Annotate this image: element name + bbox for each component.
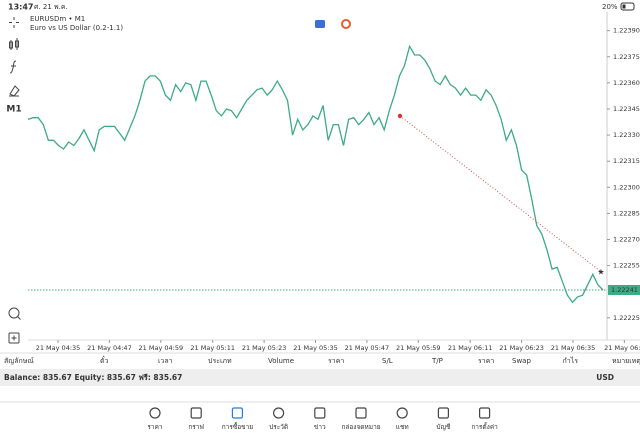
new-order-plus <box>11 335 17 341</box>
new-order-tool[interactable] <box>8 332 20 344</box>
x-tick-label: 21 May 04:47 <box>87 344 132 352</box>
one-click-icon[interactable] <box>315 20 325 28</box>
tab-icon[interactable] <box>231 407 243 419</box>
tab-icon[interactable] <box>314 407 326 419</box>
y-tick-label: 1.22390 <box>613 27 640 35</box>
column-header: S/L <box>382 357 393 365</box>
tab-label[interactable]: การตั้งค่า <box>471 422 498 431</box>
column-header: สัญลักษณ์ <box>4 357 34 365</box>
column-header: Volume <box>268 357 294 365</box>
chart-type-tool[interactable] <box>9 38 19 50</box>
zoom-handle <box>17 316 21 320</box>
x-tick-label: 21 May 05:35 <box>293 344 338 352</box>
y-tick-label: 1.22285 <box>613 209 640 217</box>
tab-label[interactable]: การซื้อขาย <box>222 422 253 431</box>
y-tick-label: 1.22315 <box>613 157 640 165</box>
plot: 1.22390 1.22375 1.22360 1.22345 1.22330 1.223… <box>27 27 640 352</box>
column-header: Swap <box>512 357 531 365</box>
column-header: ราคา <box>478 357 494 365</box>
x-tick-label: 21 May 06:35 <box>551 344 596 352</box>
tab-label[interactable]: กล่องจดหมาย <box>341 423 380 431</box>
timeframe-button[interactable]: M1 <box>6 105 21 115</box>
x-tick-label: 21 May 04:59 <box>139 344 184 352</box>
x-tick-label: 21 May 05:59 <box>396 344 441 352</box>
x-tick-label: 21 May 05:11 <box>190 344 235 352</box>
trade-line <box>399 115 601 272</box>
status-date: ศ. 21 พ.ค. <box>34 3 68 11</box>
tab-icon[interactable] <box>273 407 285 419</box>
y-tick-label: 1.22375 <box>613 53 640 61</box>
trade-close-marker: ★ <box>597 267 604 276</box>
column-header: กำไร <box>563 356 579 365</box>
tab-icon[interactable] <box>149 407 161 419</box>
tab-label[interactable]: กราฟ <box>188 423 204 431</box>
summary-row <box>0 369 640 386</box>
y-tick-label: 1.22225 <box>613 314 640 322</box>
bid-label: 1.22241 <box>611 286 638 294</box>
tab-icon[interactable] <box>355 407 367 419</box>
y-tick-label: 1.22330 <box>613 131 640 139</box>
currency: USD <box>596 373 614 382</box>
y-tick-label: 1.22300 <box>613 183 640 191</box>
x-tick-label: 21 May 06:4 <box>604 344 640 352</box>
status-time: 13:47 <box>8 3 33 12</box>
y-tick-label: 1.22345 <box>613 105 640 113</box>
indicator-tool[interactable] <box>9 60 17 74</box>
toolbar[interactable] <box>8 17 21 344</box>
x-tick-label: 21 May 05:47 <box>345 344 390 352</box>
tab-label[interactable]: ข่าว <box>314 423 326 431</box>
trade-open-marker <box>397 113 403 119</box>
y-tick-label: 1.22255 <box>613 262 640 270</box>
tab-label[interactable]: ประวัติ <box>269 423 288 431</box>
column-header: ตั๋ว <box>100 356 109 365</box>
status-battery: 20% <box>602 3 618 11</box>
tab-label[interactable]: ราคา <box>147 423 162 431</box>
bid-label-box <box>608 284 640 295</box>
crosshair-tool[interactable] <box>9 17 19 28</box>
tab-bar: ราคา กราฟ การซื้อขาย ประวัติ ข่าว กล่องจดหมาย… <box>147 407 498 431</box>
column-header: ราคา <box>328 357 344 365</box>
x-tick-label: 21 May 05:23 <box>242 344 287 352</box>
price-line-series <box>27 44 604 304</box>
tab-icon[interactable] <box>479 407 491 419</box>
signal-icon[interactable] <box>341 19 351 29</box>
tab-label[interactable]: แชท <box>396 423 409 431</box>
chart-subtitle: Euro vs US Dollar (0.2-1.1) <box>30 24 123 32</box>
tab-icon[interactable] <box>396 407 408 419</box>
tab-icon[interactable] <box>437 407 449 419</box>
tab-label[interactable]: บัญชี <box>436 423 451 431</box>
zoom-tool[interactable] <box>8 307 20 319</box>
account-summary: Balance: 835.67 Equity: 835.67 ฟรี: 835.… <box>4 373 182 382</box>
table-header: สัญลักษณ์ ตั๋ว เวลา ประเภท Volume ราคา S/L T/P ร… <box>4 356 640 365</box>
x-tick-label: 21 May 06:23 <box>499 344 544 352</box>
battery-icon <box>620 2 635 11</box>
x-tick-label: 21 May 06:11 <box>448 344 493 352</box>
object-tool[interactable] <box>9 85 20 97</box>
chart-title: EURUSDm • M1 <box>30 15 85 23</box>
x-tick-label: 21 May 04:35 <box>36 344 81 352</box>
battery-level <box>622 4 626 9</box>
y-tick-label: 1.22270 <box>613 236 640 244</box>
tab-icon[interactable] <box>190 407 202 419</box>
column-header: ประเภท <box>208 357 232 365</box>
column-header: T/P <box>431 357 443 365</box>
column-header: เวลา <box>158 357 173 365</box>
column-header: หมายเหตุ <box>612 357 640 365</box>
y-tick-label: 1.22360 <box>613 79 640 87</box>
